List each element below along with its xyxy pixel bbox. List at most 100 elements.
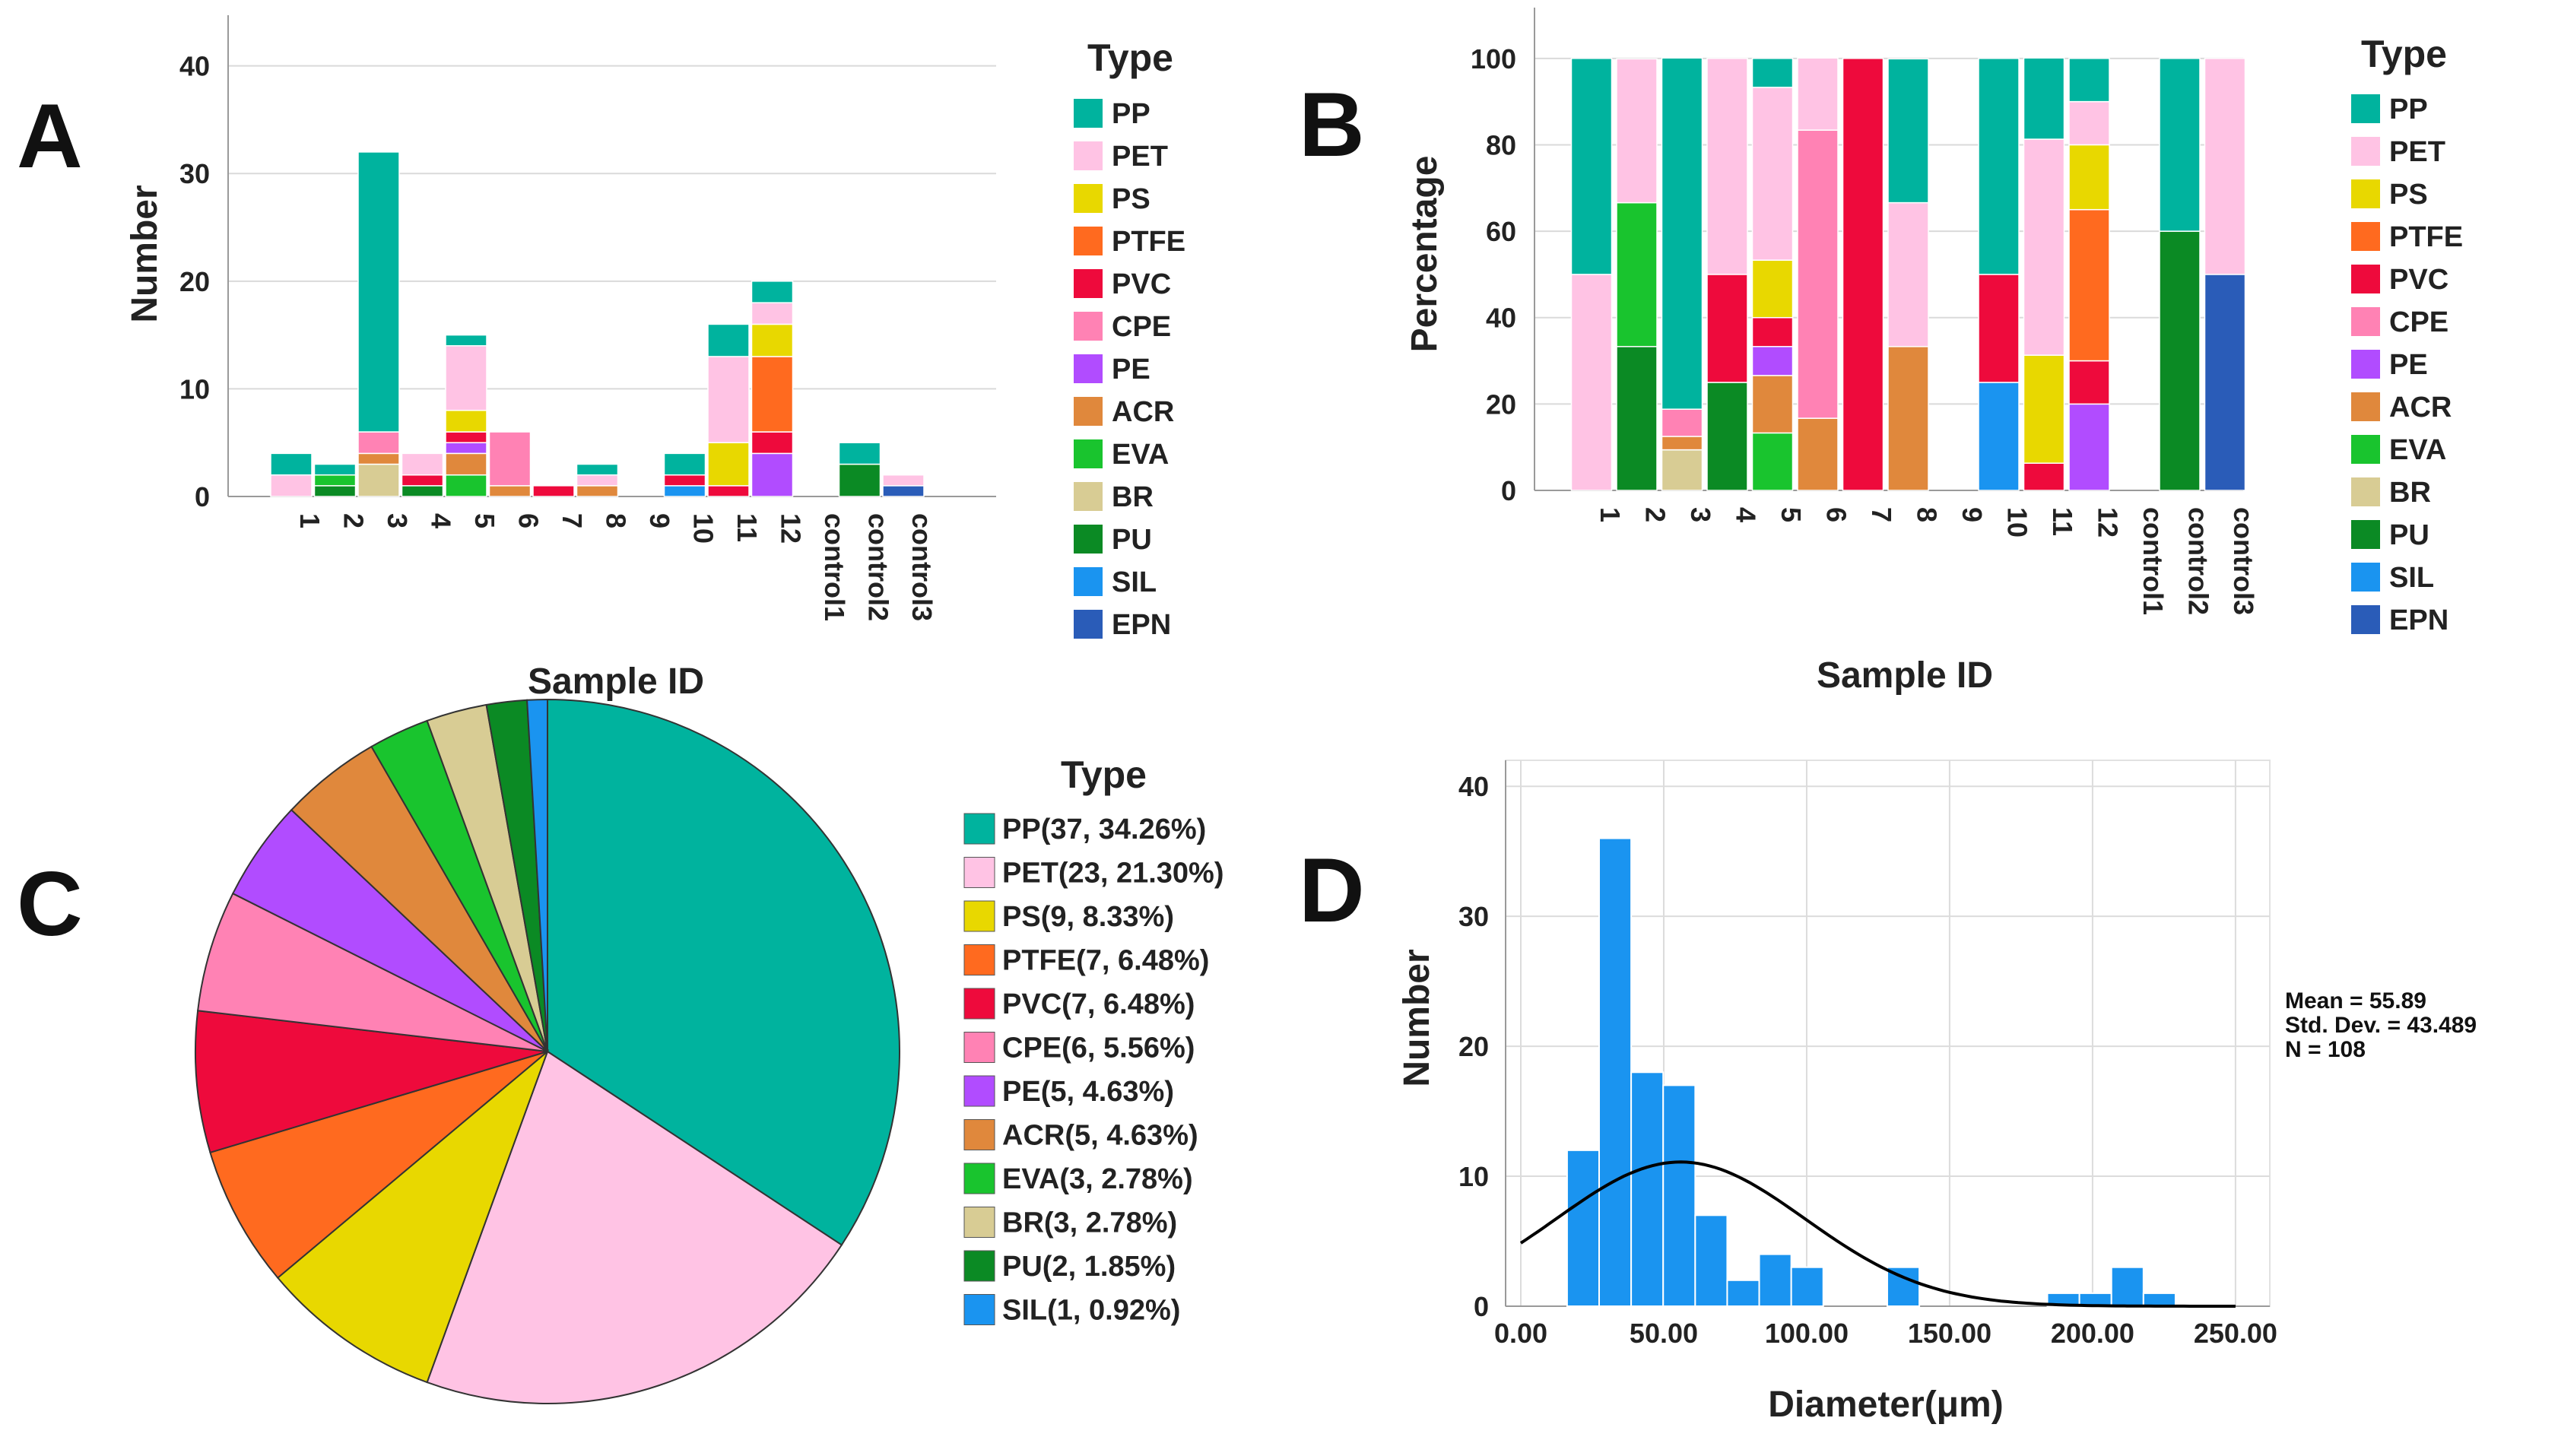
bar-segment-ptfe [751, 356, 794, 433]
bar-segment-pp [1751, 58, 1794, 88]
bar-segment-acr [1797, 417, 1839, 491]
panel-a-x-axis-title: Sample ID [528, 661, 704, 702]
legend-label-eva: EVA [1112, 439, 1169, 471]
x-tick-label: 2 [1640, 507, 1671, 522]
x-tick-label: 150.00 [1908, 1318, 1991, 1349]
y-tick-label: 10 [1458, 1161, 1489, 1192]
bar-segment-pvc [707, 485, 750, 497]
pie-slice-pet [426, 1050, 843, 1404]
bar-segment-eva [445, 474, 487, 497]
legend-swatch-pp [1074, 99, 1103, 128]
bar-segment-ps [707, 442, 750, 487]
bar-segment-pp [1887, 58, 1929, 204]
bar-segment-br [1661, 449, 1703, 491]
panel-d-x-axis-title: Diameter(μm) [1768, 1385, 2003, 1425]
legend-swatch-ptfe [2351, 222, 2380, 251]
bar-segment-pu [838, 463, 881, 497]
legend-swatch-acr [1074, 397, 1103, 426]
legend-label-pu: PU [2389, 519, 2429, 551]
legend-swatch-pet [1074, 141, 1103, 170]
panel-a-y-ticks: 0 10 20 30 40 [179, 51, 210, 512]
bar-segment-cpe [1797, 129, 1839, 419]
legend-swatch-br [2351, 477, 2380, 506]
legend-swatch-pe [963, 1075, 995, 1107]
y-tick-label: 40 [1458, 771, 1489, 802]
legend-label-sil: SIL [1112, 566, 1157, 598]
panel-a-x-ticks: 1 2 3 4 5 6 7 8 9 10 11 12 control1 control2 control3 [294, 513, 938, 621]
x-tick-label: 9 [1957, 507, 1988, 522]
x-tick-label: 0.00 [1494, 1318, 1547, 1349]
bar-segment-pvc [532, 485, 575, 497]
legend-label-pe: PE(5, 4.63%) [1002, 1076, 1174, 1108]
legend-label-pp: PP [1112, 98, 1150, 130]
bar-segment-pp [663, 452, 706, 476]
legend-label-pu: PU [1112, 524, 1152, 556]
bar-segment-ps [1751, 259, 1794, 319]
bar-segment-pet [1616, 58, 1658, 204]
legend-label-eva: EVA(3, 2.78%) [1002, 1163, 1193, 1195]
bar-segment-pvc [445, 431, 487, 443]
legend-swatch-br [1074, 482, 1103, 511]
bar-segment-eva [1751, 432, 1794, 491]
legend-swatch-pe [2351, 350, 2380, 379]
legend-label-epn: EPN [2389, 604, 2449, 636]
histogram-bar [2142, 1292, 2176, 1308]
bar-segment-pp [838, 442, 881, 465]
legend-label-acr: ACR [1112, 396, 1174, 428]
bar-segment-cpe [357, 431, 400, 455]
panel-d-histogram-bars [1566, 837, 2176, 1308]
bar-segment-ps [445, 409, 487, 433]
bar-segment-br [357, 463, 400, 497]
bar-segment-sil [1978, 382, 2020, 491]
legend-label-pe: PE [1112, 354, 1150, 385]
x-tick-label: control1 [819, 513, 850, 621]
legend-swatch-acr [963, 1119, 995, 1150]
legend-swatch-pvc [963, 988, 995, 1020]
x-tick-label: 7 [1866, 507, 1897, 522]
x-tick-label: 10 [688, 513, 719, 544]
bar-segment-pe [1751, 346, 1794, 376]
legend-label-sil: SIL [2389, 562, 2434, 594]
y-tick-label: 100 [1471, 43, 1516, 75]
bar-segment-pp [313, 463, 357, 476]
legend-swatch-eva [1074, 439, 1103, 468]
legend-label-pet: PET(23, 21.30%) [1002, 858, 1223, 890]
x-tick-label: 11 [2047, 507, 2078, 536]
pie-slice-pvc [195, 1010, 548, 1154]
legend-label-ps: PS [1112, 183, 1150, 215]
x-tick-label: 4 [426, 513, 457, 528]
bar-segment-pe [751, 452, 794, 497]
panel-d-normal-curve [1519, 1160, 2236, 1308]
x-tick-label: 1 [1595, 507, 1626, 522]
bar-segment-pvc [1751, 316, 1794, 347]
histogram-bar [1726, 1279, 1760, 1308]
histogram-bar [2110, 1266, 2144, 1307]
panel-c-chart: Type PP(37, 34.26%) PET(23, 21.30%) PS(9, … [195, 698, 1223, 1404]
panel-d-y-axis-title: Number [1397, 949, 1437, 1086]
bar-segment-pvc [2068, 360, 2110, 405]
legend-swatch-ptfe [1074, 227, 1103, 255]
legend-label-acr: ACR(5, 4.63%) [1002, 1120, 1198, 1152]
pie-slice-sil [526, 698, 548, 1052]
legend-label-pvc: PVC [1112, 268, 1171, 300]
x-tick-label: 2 [338, 513, 370, 528]
legend-label-pet: PET [2389, 136, 2445, 168]
panel-d-stat-n: N = 108 [2285, 1037, 2366, 1062]
bar-segment-pvc [1842, 58, 1884, 491]
legend-swatch-sil [1074, 567, 1103, 596]
panel-b-legend: PP PET PS PTFE PVC CPE PE ACR EVA BR PU SIL EPN [2351, 94, 2463, 636]
x-tick-label: 8 [1912, 507, 1943, 522]
x-tick-label: 200.00 [2051, 1318, 2134, 1349]
x-tick-label: 7 [557, 513, 588, 528]
legend-swatch-cpe [1074, 312, 1103, 341]
bar-segment-pp [707, 323, 750, 357]
bar-segment-pu [313, 485, 357, 497]
bar-segment-ptfe [2068, 208, 2110, 362]
legend-swatch-ps [963, 900, 995, 932]
bar-segment-ps [751, 323, 794, 357]
histogram-bar [1662, 1084, 1696, 1308]
x-tick-label: 6 [1821, 507, 1852, 522]
pie-slice-cpe [197, 892, 548, 1052]
bar-segment-pp [2159, 58, 2201, 232]
x-tick-label: 12 [776, 513, 807, 544]
